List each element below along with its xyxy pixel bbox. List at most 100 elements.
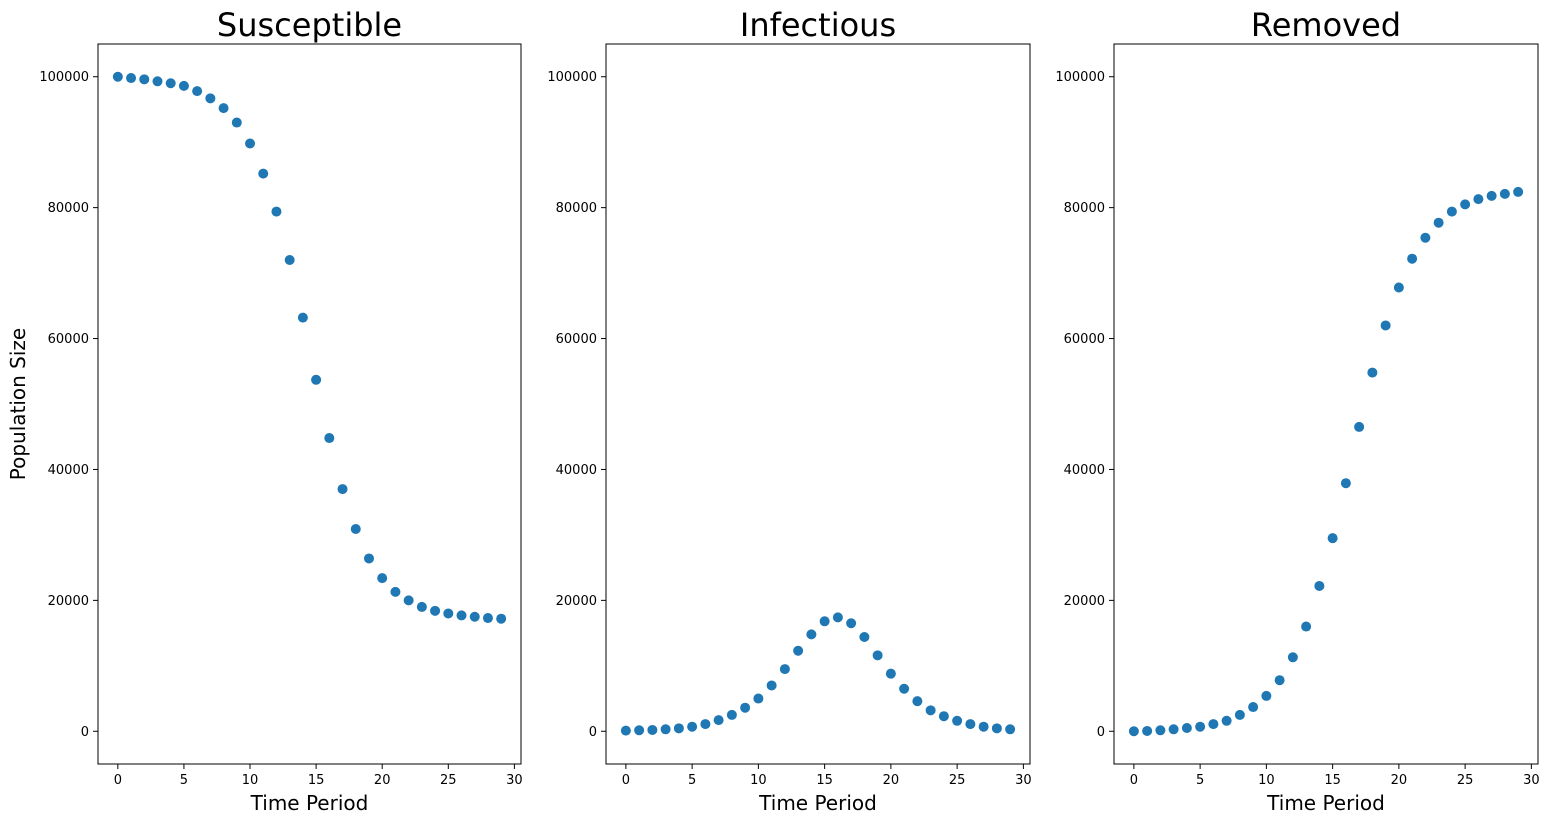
y-tick-label: 40000 (556, 463, 597, 478)
x-axis-label: Time Period (250, 791, 369, 815)
data-point (139, 74, 150, 85)
plot-frame (605, 43, 1031, 765)
data-point (1248, 702, 1259, 713)
data-point (1407, 253, 1418, 264)
x-tick-label: 15 (1324, 773, 1341, 788)
data-point (403, 595, 414, 606)
y-tick-label: 40000 (48, 463, 89, 478)
y-tick-label: 40000 (1064, 463, 1105, 478)
data-point (899, 683, 910, 694)
x-tick-label: 10 (1258, 773, 1275, 788)
data-point (1274, 675, 1285, 686)
data-point (1195, 721, 1206, 732)
x-tick-label: 10 (242, 773, 259, 788)
x-tick-label: 15 (816, 773, 833, 788)
y-axis-label: Population Size (6, 328, 30, 481)
y-tick-label: 0 (1097, 725, 1105, 740)
x-tick-label: 25 (440, 773, 457, 788)
x-tick-label: 0 (1130, 773, 1138, 788)
data-point (1287, 652, 1298, 663)
y-tick-label: 60000 (1064, 332, 1105, 347)
data-point (1473, 194, 1484, 205)
data-point (978, 721, 989, 732)
data-point (1380, 320, 1391, 331)
data-point (766, 680, 777, 691)
data-point (779, 664, 790, 675)
y-tick-label: 0 (589, 725, 597, 740)
data-point (363, 553, 374, 564)
x-tick-label: 25 (949, 773, 966, 788)
x-tick-label: 30 (1015, 773, 1032, 788)
data-point (740, 702, 751, 713)
data-point (660, 724, 671, 735)
data-point (1499, 188, 1510, 199)
data-point (952, 715, 963, 726)
panel-removed: Removed Time Period 0 5 10 15 20 25 30 0 20000 4000… (1055, 6, 1539, 815)
data-point (806, 629, 817, 640)
x-axis-label: Time Period (1266, 791, 1385, 815)
data-point (1354, 421, 1365, 432)
data-point (634, 725, 645, 736)
data-point (390, 586, 401, 597)
data-point (205, 93, 216, 104)
x-tick-label: 30 (506, 773, 523, 788)
data-point (496, 613, 507, 624)
data-point (1221, 715, 1232, 726)
data-point (1513, 186, 1524, 197)
y-tick-label: 80000 (1064, 201, 1105, 216)
data-point (284, 255, 295, 265)
panel-infectious: Infectious Time Period 0 5 10 15 20 25 30 0 20000 4… (547, 6, 1031, 815)
data-point (912, 696, 923, 707)
x-tick-label: 30 (1523, 773, 1540, 788)
data-point (938, 711, 949, 722)
data-point (965, 719, 976, 730)
data-point (1460, 199, 1471, 210)
data-point (700, 719, 711, 730)
data-point (673, 723, 684, 734)
y-tick-label: 100000 (1055, 70, 1105, 85)
data-point (1005, 724, 1016, 735)
plot-frame (97, 43, 522, 765)
y-tick-label: 60000 (48, 332, 89, 347)
data-point (620, 725, 631, 736)
data-point (872, 650, 883, 661)
data-point (753, 693, 764, 704)
data-point (793, 645, 804, 656)
x-tick-label: 10 (750, 773, 767, 788)
data-point (337, 484, 348, 495)
data-point (819, 616, 830, 627)
data-point (1155, 725, 1166, 736)
y-tick-label: 100000 (39, 70, 89, 85)
data-point (192, 86, 203, 97)
data-point (1433, 217, 1444, 228)
data-point (165, 78, 176, 89)
y-tick-label: 60000 (556, 332, 597, 347)
data-point (885, 668, 896, 679)
data-point (713, 715, 724, 726)
data-point (1340, 478, 1351, 489)
y-tick-label: 20000 (48, 594, 89, 609)
x-tick-label: 5 (180, 773, 188, 788)
y-tick-label: 20000 (556, 594, 597, 609)
data-point (297, 312, 308, 323)
data-point (832, 612, 843, 623)
data-point (1393, 282, 1404, 293)
data-point (1301, 621, 1312, 632)
y-tick-label: 80000 (48, 201, 89, 216)
data-point (1367, 367, 1378, 378)
plot-frame (1113, 43, 1539, 765)
x-tick-label: 20 (883, 773, 900, 788)
x-tick-label: 5 (688, 773, 696, 788)
data-point (687, 721, 698, 732)
x-tick-label: 25 (1457, 773, 1474, 788)
data-point (231, 117, 242, 128)
data-point (112, 71, 123, 82)
data-point (482, 613, 493, 624)
y-tick-label: 100000 (547, 70, 597, 85)
data-point (1446, 206, 1457, 217)
x-axis-label: Time Period (758, 791, 877, 815)
data-point (469, 611, 480, 622)
x-tick-label: 5 (1196, 773, 1204, 788)
data-point (218, 103, 229, 114)
